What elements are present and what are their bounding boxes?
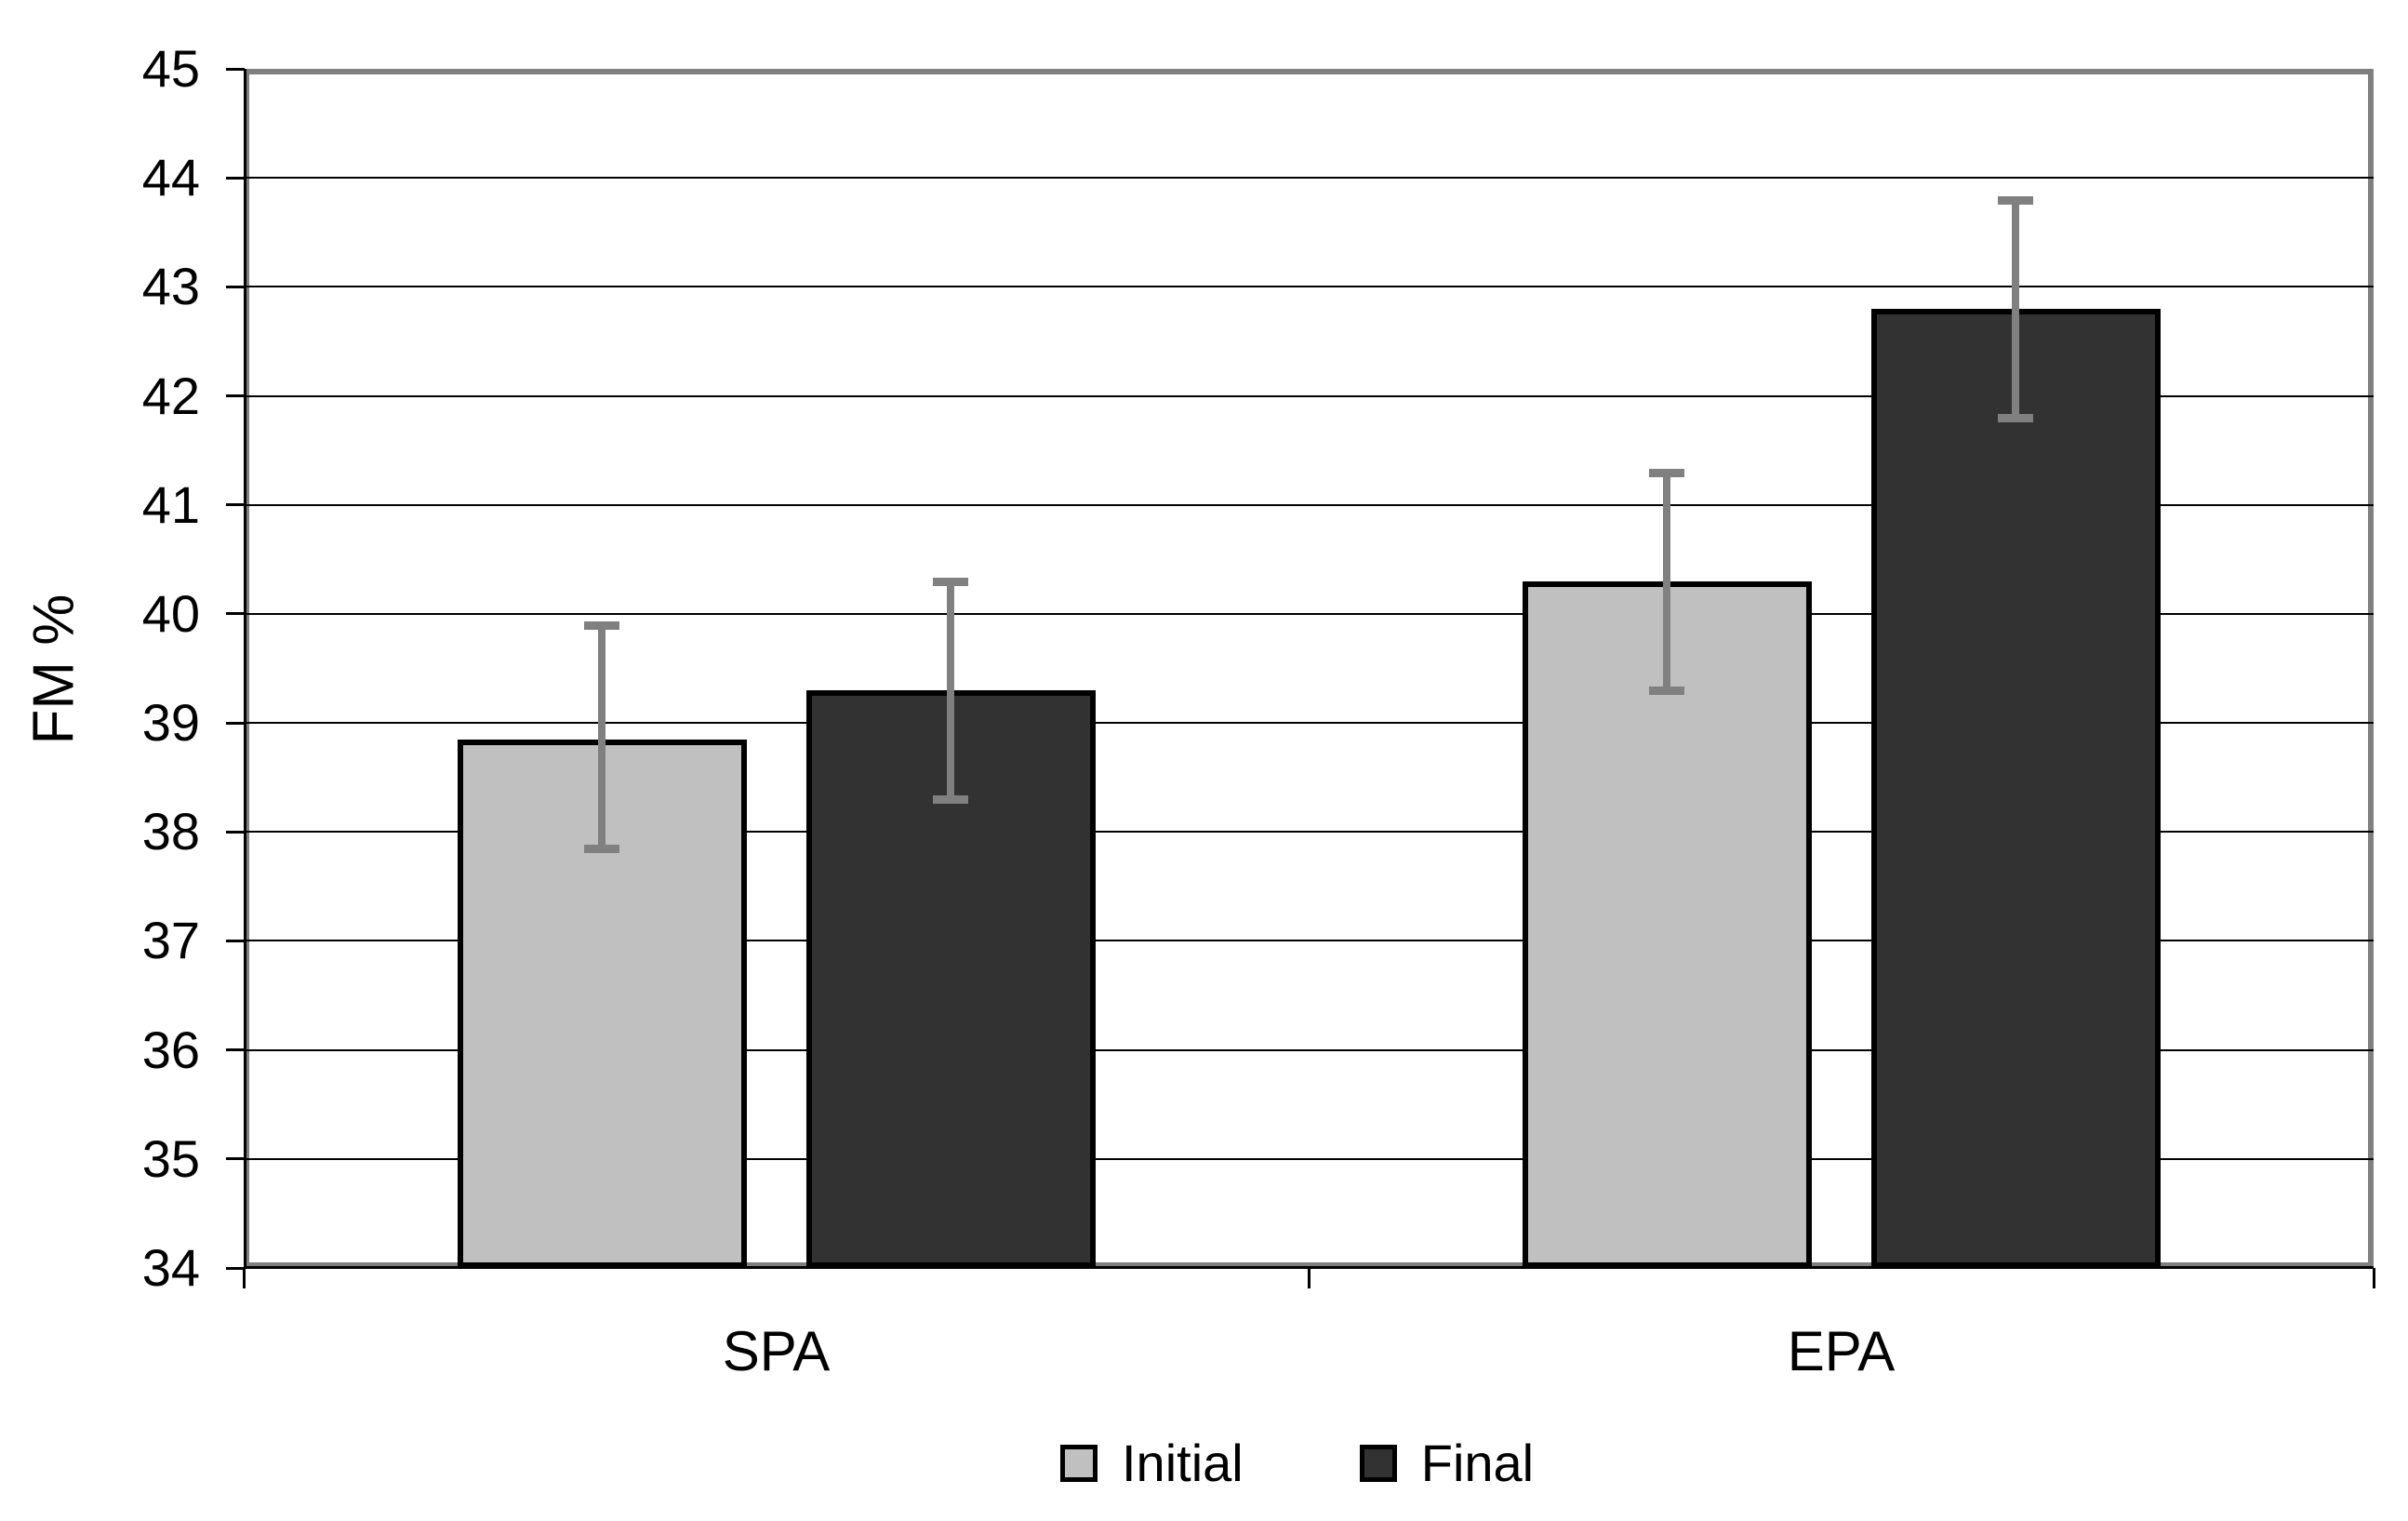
legend-item-initial: Initial	[1060, 1435, 1244, 1491]
plot-area	[244, 69, 2374, 1268]
y-tick-label-37: 37	[141, 911, 200, 970]
error-bar-epa-initial-stem	[1663, 472, 1670, 690]
gridline-37	[244, 940, 2374, 942]
y-axis-title: FM %	[21, 594, 86, 745]
y-tick-mark-43	[226, 285, 245, 288]
legend-swatch-final	[1359, 1445, 1397, 1482]
gridline-41	[244, 503, 2374, 506]
y-tick-label-43: 43	[141, 257, 200, 316]
y-tick-mark-40	[226, 612, 245, 616]
legend-label-initial: Initial	[1122, 1434, 1244, 1492]
y-tick-label-40: 40	[141, 583, 200, 643]
y-tick-mark-34	[226, 1266, 245, 1270]
gridline-44	[244, 177, 2374, 180]
y-tick-label-41: 41	[141, 474, 200, 534]
y-tick-mark-37	[226, 939, 245, 942]
x-axis-line	[244, 1266, 2374, 1269]
legend-swatch-initial	[1060, 1445, 1098, 1482]
error-bar-epa-initial-cap-bottom	[1649, 686, 1684, 695]
y-tick-label-42: 42	[141, 366, 200, 425]
error-bar-epa-final-stem	[2012, 199, 2019, 418]
bar-epa-initial	[1522, 580, 1812, 1268]
legend-item-final: Final	[1359, 1434, 1535, 1492]
gridline-43	[244, 286, 2374, 288]
x-tick-mark-1	[1307, 1268, 1310, 1288]
y-tick-label-38: 38	[141, 802, 200, 861]
y-tick-label-36: 36	[141, 1020, 200, 1079]
y-tick-label-44: 44	[141, 148, 200, 207]
error-bar-spa-final-stem	[947, 580, 954, 800]
error-bar-spa-initial-stem	[598, 624, 605, 848]
y-tick-mark-42	[226, 394, 245, 398]
y-tick-mark-44	[226, 176, 245, 180]
y-tick-mark-38	[226, 830, 245, 834]
y-tick-label-35: 35	[141, 1128, 200, 1188]
error-bar-epa-final-cap-top	[1998, 195, 2033, 205]
y-tick-mark-41	[226, 503, 245, 507]
y-tick-mark-39	[226, 721, 245, 725]
gridline-35	[244, 1157, 2374, 1160]
legend: Initial Final	[1060, 1435, 1534, 1491]
y-tick-label-45: 45	[141, 39, 200, 98]
bar-epa-final	[1870, 308, 2161, 1268]
x-category-label-spa: SPA	[722, 1320, 831, 1382]
x-tick-mark-2	[2372, 1268, 2375, 1288]
y-tick-mark-35	[226, 1157, 245, 1161]
y-tick-label-34: 34	[141, 1238, 200, 1297]
y-axis-line	[244, 69, 246, 1268]
y-tick-mark-45	[226, 67, 245, 71]
gridline-40	[244, 612, 2374, 615]
legend-label-final: Final	[1420, 1434, 1535, 1492]
x-category-label-epa: EPA	[1787, 1320, 1896, 1382]
error-bar-spa-final-cap-top	[933, 577, 968, 586]
y-tick-mark-36	[226, 1048, 245, 1052]
x-tick-mark-0	[242, 1268, 246, 1288]
gridline-38	[244, 831, 2374, 834]
error-bar-epa-final-cap-bottom	[1998, 413, 2033, 422]
error-bar-spa-final-cap-bottom	[933, 795, 968, 805]
y-tick-label-39: 39	[141, 693, 200, 753]
error-bar-spa-initial-cap-bottom	[584, 844, 619, 853]
gridline-42	[244, 394, 2374, 397]
gridline-36	[244, 1048, 2374, 1051]
gridline-39	[244, 722, 2374, 725]
error-bar-spa-initial-cap-top	[584, 620, 619, 630]
error-bar-epa-initial-cap-top	[1649, 468, 1684, 477]
